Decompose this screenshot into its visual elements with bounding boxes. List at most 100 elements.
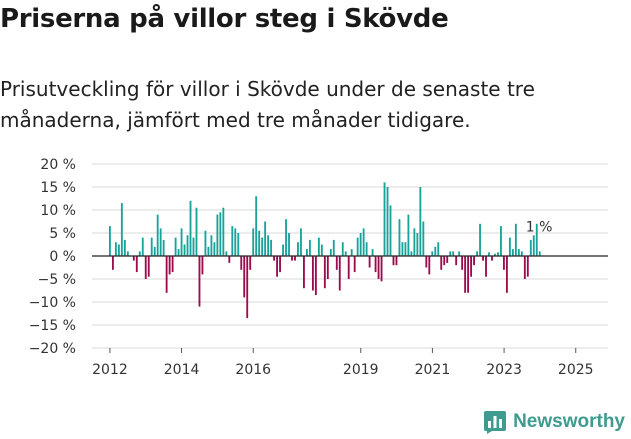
bar-positive [138, 251, 141, 256]
x-tick-label: 2023 [486, 362, 522, 378]
bar-positive [213, 242, 216, 256]
bar-positive [538, 251, 541, 256]
bar-positive [264, 221, 267, 256]
bar-positive [114, 242, 117, 256]
bar-positive [210, 235, 213, 256]
bar-negative [377, 256, 380, 279]
bar-negative [425, 256, 428, 268]
bar-positive [252, 228, 255, 256]
bar-positive [458, 251, 461, 256]
last-value-label: 1 % [526, 219, 553, 235]
bar-positive [306, 249, 308, 256]
bar-positive [219, 212, 222, 256]
bar-positive [344, 251, 347, 256]
bar-positive [508, 237, 511, 256]
bar-positive [216, 214, 219, 256]
bar-negative [249, 256, 252, 270]
bar-negative [228, 256, 231, 263]
bar-positive [231, 226, 234, 256]
bar-positive [449, 251, 452, 256]
bar-positive [383, 182, 386, 256]
bar-positive [359, 233, 362, 256]
bar-positive [156, 214, 159, 256]
bar-positive [401, 242, 404, 256]
bar-positive [431, 251, 434, 256]
bar-negative [335, 256, 338, 270]
bar-negative [338, 256, 341, 291]
bar-positive [180, 228, 183, 256]
bar-positive [308, 239, 311, 256]
bar-positive [288, 233, 290, 256]
bar-positive [183, 244, 186, 256]
bar-negative [392, 256, 395, 266]
bar-negative [294, 256, 296, 261]
bar-negative [455, 256, 458, 266]
bar-negative [147, 256, 150, 277]
bar-negative [395, 256, 398, 266]
bar-negative [135, 256, 138, 273]
bar-positive [371, 249, 374, 256]
bar-positive [407, 214, 410, 256]
bar-positive [535, 223, 538, 256]
bar-negative [246, 256, 249, 319]
bar-positive [365, 242, 368, 256]
y-tick-label: −15 % [29, 318, 76, 334]
bar-negative [276, 256, 278, 277]
bar-negative [467, 256, 470, 293]
bar-positive [267, 235, 270, 256]
bar-positive [222, 207, 225, 256]
y-tick-label: 15 % [40, 180, 76, 196]
y-tick-label: 5 % [49, 226, 76, 242]
bar-positive [258, 230, 261, 256]
y-tick-label: 20 % [40, 157, 76, 173]
bar-positive [159, 228, 162, 256]
bar-negative [526, 256, 529, 277]
bar-negative [503, 256, 505, 270]
bar-positive [141, 237, 144, 256]
bar-positive [479, 223, 481, 256]
bar-negative [171, 256, 174, 273]
bar-positive [500, 226, 502, 256]
bar-negative [505, 256, 508, 293]
bar-positive [162, 239, 165, 256]
data-labels: 1 % [526, 219, 553, 235]
bar-negative [461, 256, 464, 270]
y-tick-label: 0 % [49, 249, 76, 265]
bar-negative [326, 256, 329, 279]
bar-positive [261, 237, 264, 256]
bar-negative [323, 256, 326, 289]
bar-negative [311, 256, 314, 291]
bar-negative [485, 256, 487, 277]
bar-positive [517, 249, 520, 256]
bar-positive [413, 228, 416, 256]
bar-positive [225, 251, 228, 256]
bar-negative [144, 256, 147, 279]
bar-positive [532, 235, 535, 256]
bar-negative [111, 256, 114, 270]
newsworthy-brand: Newsworthy [483, 408, 625, 436]
bar-negative [482, 256, 484, 261]
bar-positive [488, 252, 490, 256]
bar-negative [132, 256, 135, 261]
bar-positive [389, 205, 392, 256]
bar-positive [189, 200, 192, 256]
bar-negative [464, 256, 467, 293]
bar-positive [186, 235, 189, 256]
bar-positive [297, 242, 299, 256]
x-tick-label: 2025 [558, 362, 594, 378]
chart-subtitle: Prisutveckling för villor i Skövde under… [0, 77, 535, 132]
bar-positive [404, 242, 407, 256]
bar-series [108, 182, 541, 319]
bar-negative [443, 256, 446, 266]
bar-positive [285, 219, 287, 256]
bar-positive [123, 239, 126, 256]
bar-positive [300, 228, 302, 256]
bar-negative [198, 256, 201, 307]
bar-chart: 20 % 15 % 10 % 5 % 0 % −5 % −10 % −15 % −20 % 201… [29, 157, 608, 378]
bar-positive [204, 230, 207, 256]
y-tick-label: −20 % [29, 341, 76, 357]
bar-positive [529, 239, 532, 256]
bar-negative [353, 256, 356, 273]
bar-negative [380, 256, 383, 282]
x-tick-label: 2016 [235, 362, 271, 378]
